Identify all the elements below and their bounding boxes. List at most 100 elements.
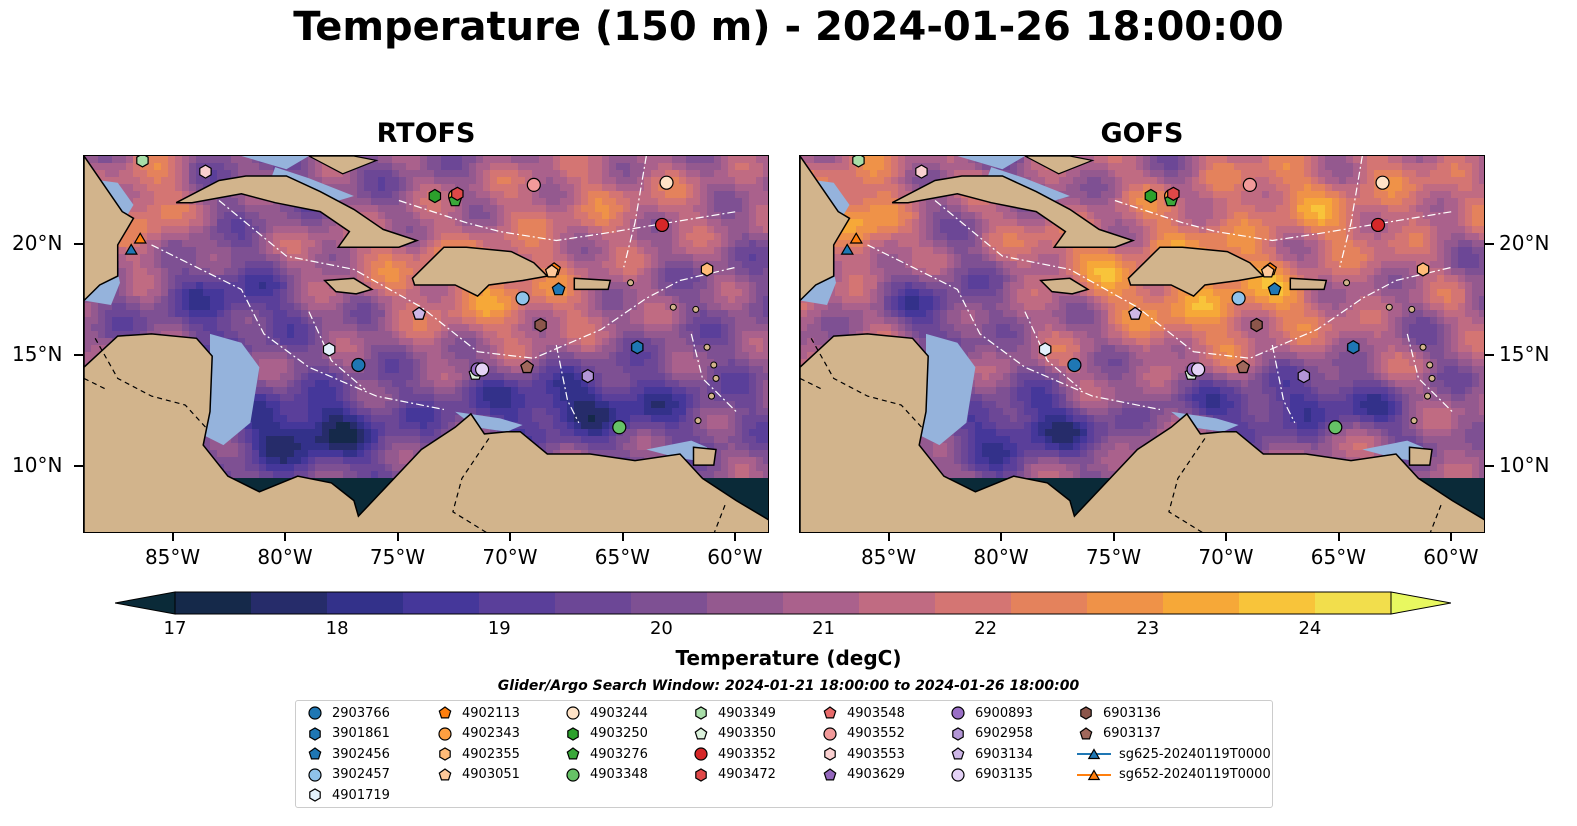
float-marker-sg652-20240119T0000 [849,232,863,244]
legend-symbol [438,706,452,719]
country-border [84,377,107,391]
land-island [692,305,700,313]
legend-label: 4903553 [847,746,905,762]
legend-symbol [823,706,837,719]
legend-symbol [695,768,707,782]
legend-marker-triangle [1077,769,1111,780]
map-panel-gofs[interactable] [799,155,1485,533]
land-bahamas [1024,156,1095,175]
legend-marker-circle [823,726,837,741]
lat-tick-mark [74,465,83,468]
legend-item: 4903244 [564,703,648,723]
legend-label: 4902113 [462,705,520,721]
eez-boundary [1339,156,1363,268]
legend-symbol [309,726,321,741]
land-trinidad [692,446,717,466]
land-jamaica [1039,277,1090,295]
legend-label: 3902457 [332,767,390,783]
lat-tick-label: 20°N [1499,230,1550,255]
legend-marker-circle [566,706,580,720]
legend-marker-circle [438,726,452,741]
legend-symbol [951,706,965,720]
colorbar-tick-label: 21 [812,618,835,639]
legend-label: sg652-20240119T0000 [1119,767,1271,783]
colorbar-tick-label: 23 [1136,618,1160,639]
lat-tick-label: 20°N [12,230,63,255]
legend-item: 4903548 [821,703,905,723]
legend-label: sg625-20240119T0000 [1119,746,1271,762]
colorbar-segment [707,592,784,614]
legend-symbol [824,747,836,761]
lon-tick-label: 65°W [594,545,651,569]
float-marker-4903250 [1144,188,1158,204]
legend-symbol [308,768,322,782]
float-marker-6903134 [412,306,427,320]
eez-boundary [308,311,366,390]
legend-item: 2903766 [306,703,390,723]
legend-label: 4903276 [590,746,648,762]
float-marker-6902958 [1297,368,1310,384]
legend-item: 3902457 [306,765,390,785]
float-marker-4903352 [1370,217,1386,233]
colorbar-extend-low [115,591,176,615]
legend-label: 4902355 [462,746,520,762]
search-window-text: Glider/Argo Search Window: 2024-01-21 18… [497,678,1080,694]
float-marker-6902958 [581,368,594,384]
colorbar-tick-label: 22 [974,618,998,639]
float-marker-4903349 [852,156,865,168]
legend-symbol [823,768,837,781]
legend-symbol [1079,726,1093,740]
land-island [1385,303,1393,311]
float-marker-sg625-20240119T0000 [124,243,138,255]
country-border [810,338,925,430]
float-marker-6903134 [1128,306,1143,320]
colorbar-tick-label: 18 [325,618,349,639]
colorbar-extend-high [1390,591,1451,615]
legend-item: 6903134 [949,744,1033,764]
legend-marker-hexagon [1080,706,1092,720]
float-marker-4903553 [915,164,928,179]
float-marker-4903051 [544,264,559,278]
float-marker-4903348 [612,420,627,435]
legend-symbol [694,726,708,740]
float-marker-3902457 [515,291,530,306]
legend-marker-hexagon [309,788,321,803]
lon-tick-mark [734,533,737,541]
legend-marker-pentagon [438,706,452,719]
legend-item: 4903553 [821,744,905,764]
legend-marker-pentagon [1079,726,1093,740]
float-marker-4903348 [1328,420,1343,435]
eez-boundary [623,156,647,268]
legend-symbol [438,726,452,741]
float-marker-4903553 [199,164,212,179]
legend-item: sg625-20240119T0000 [1077,744,1271,764]
legend-item: 6903136 [1077,703,1161,723]
colorbar-segment [479,592,556,614]
legend-label: 6903134 [975,746,1033,762]
map-panel-rtofs[interactable] [83,155,769,533]
colorbar-segment [1315,592,1392,614]
float-marker-6903136 [534,317,547,333]
lon-tick-label: 75°W [369,545,426,569]
land-hispaniola [1127,246,1265,298]
legend-symbol [952,726,964,741]
eez-boundary [1024,311,1082,390]
colorbar-tick-label: 20 [649,618,673,639]
legend-symbol [566,706,580,720]
legend-item: 3901861 [306,724,390,744]
eez-boundary [867,244,1161,411]
float-marker-4902355 [1416,262,1430,277]
map-gofs [800,156,1484,532]
float-marker-3901861 [631,340,644,355]
land-cuba [175,175,420,248]
land-island [703,343,711,351]
float-marker-3901861 [1347,340,1360,355]
legend-label: 2903766 [332,705,390,721]
land-island [627,279,635,287]
legend-marker-pentagon [438,768,452,781]
float-marker-6903137 [520,359,535,374]
lon-tick-mark [887,533,890,541]
legend-label: 4903629 [847,767,905,783]
land-island [1410,417,1418,425]
land-island [694,417,702,425]
